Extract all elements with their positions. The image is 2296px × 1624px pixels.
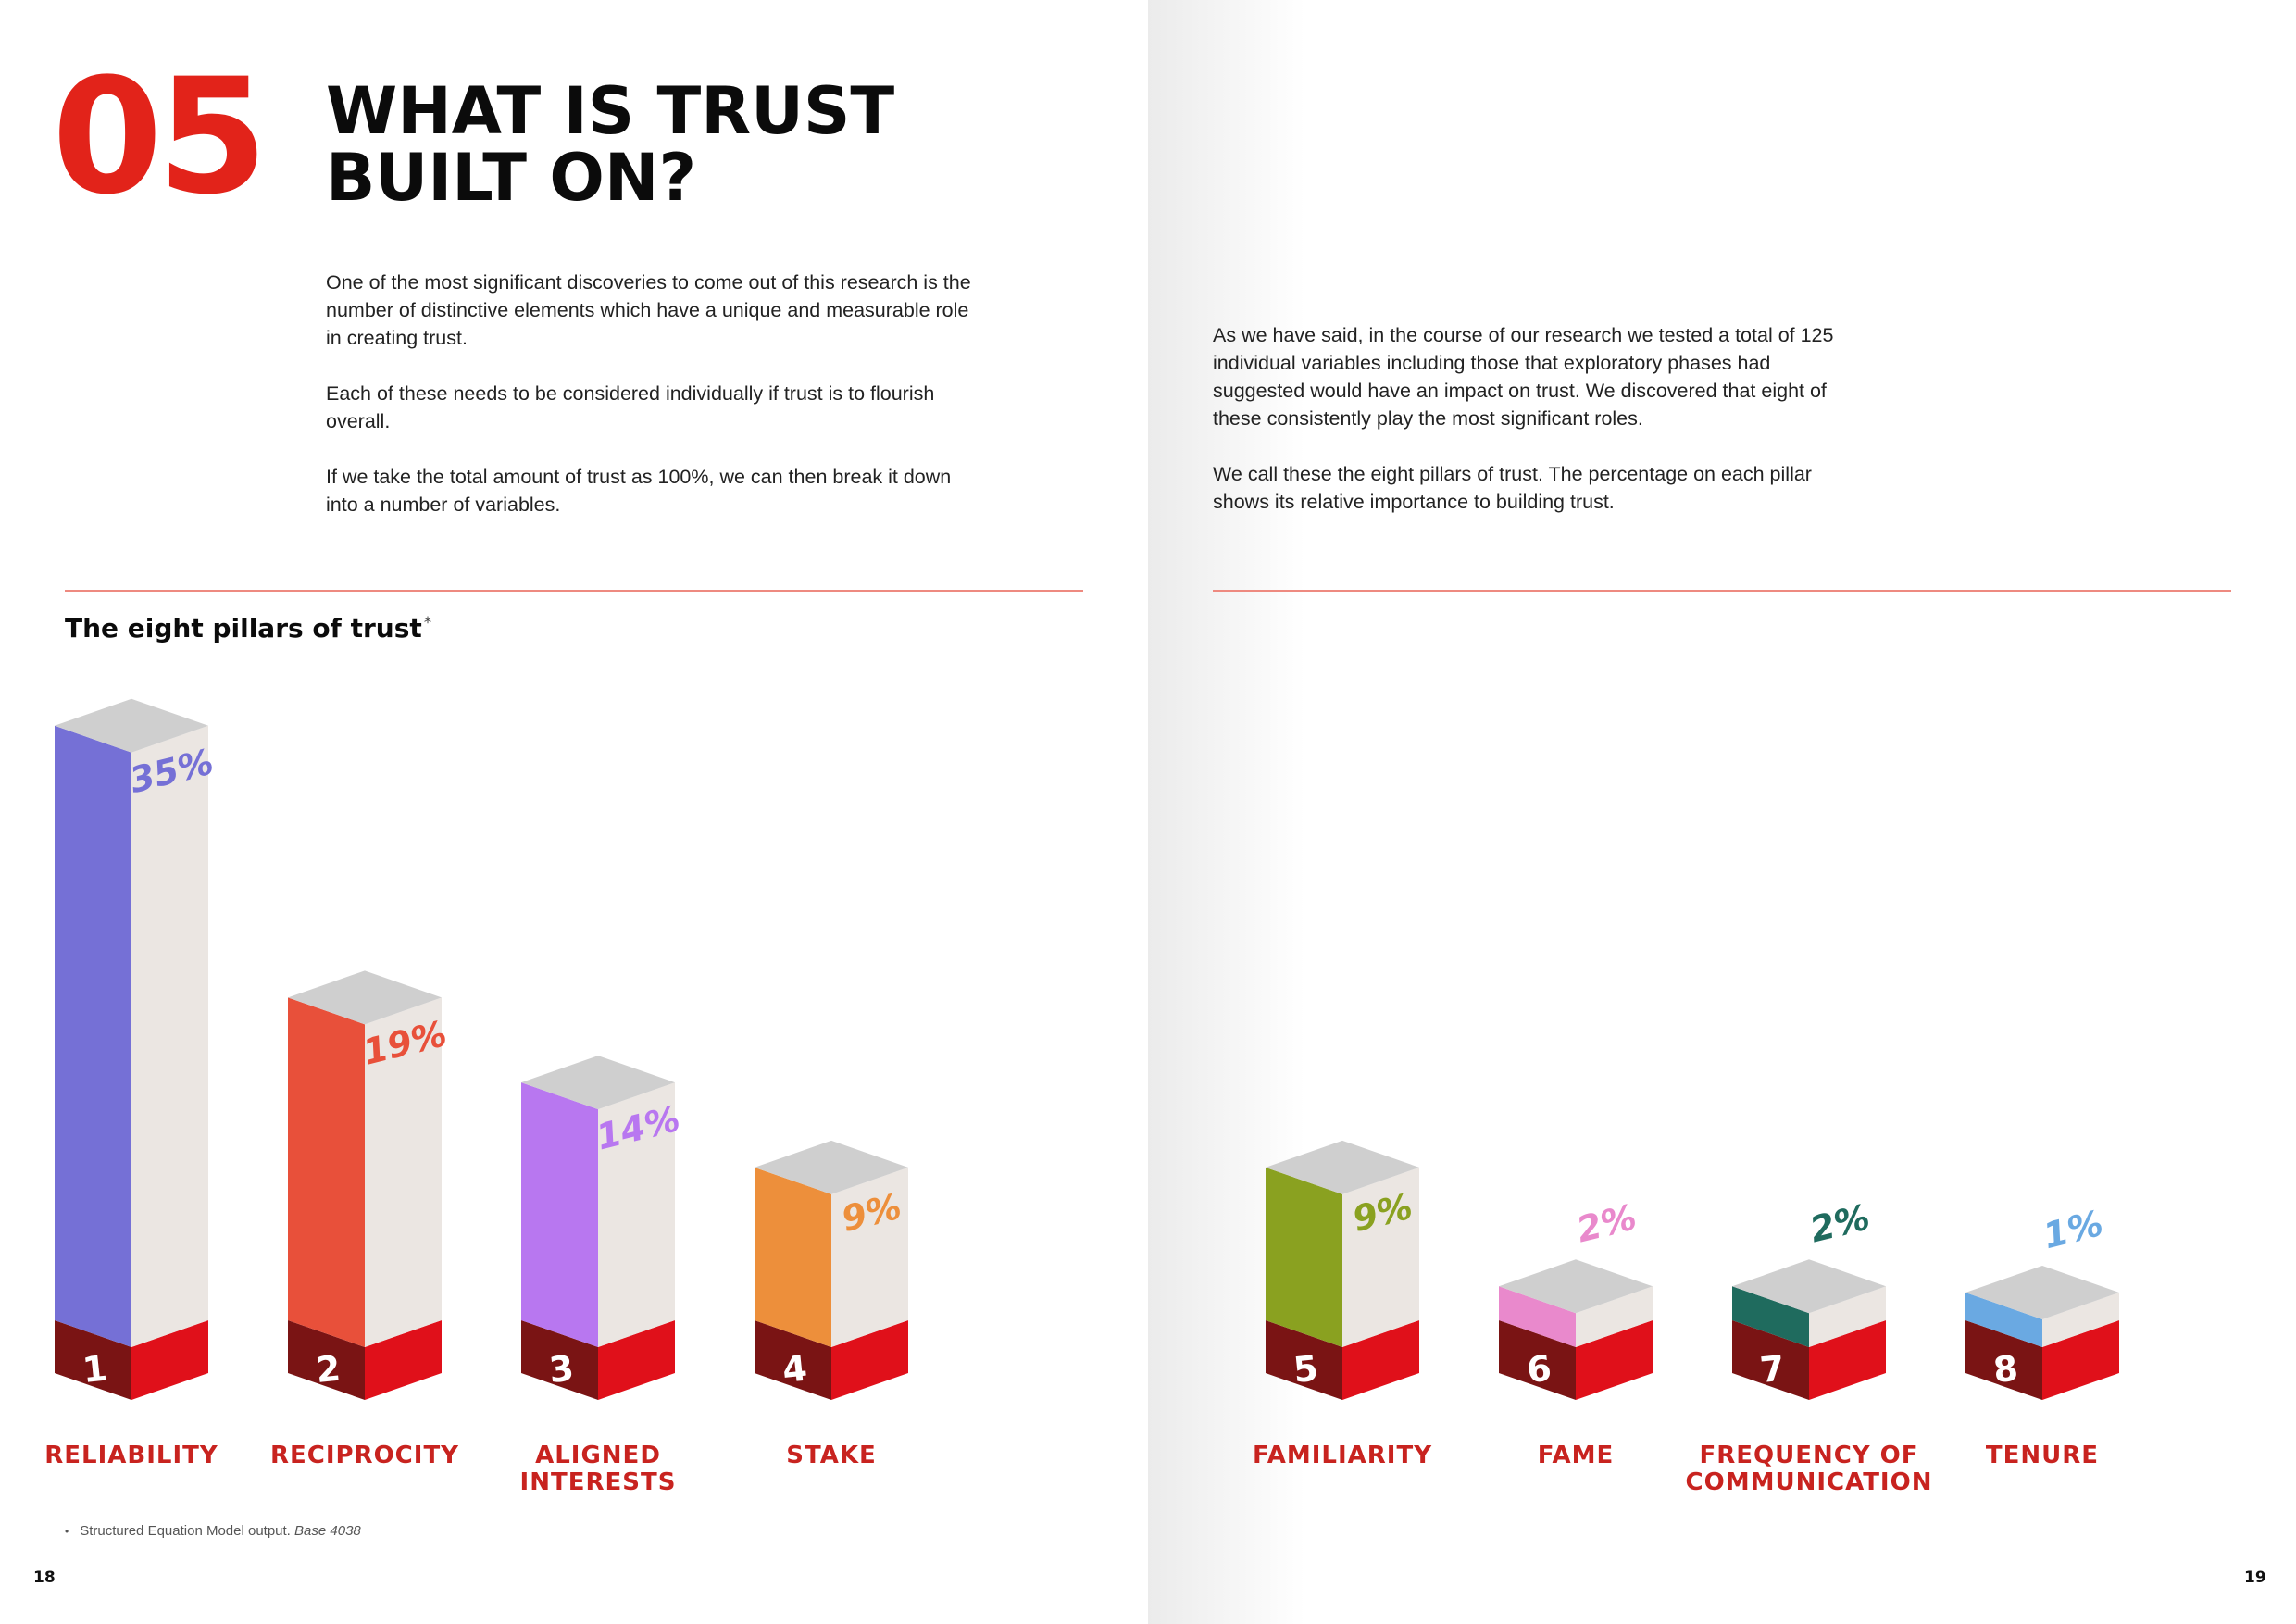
title-line-1: WHAT IS TRUST — [326, 73, 895, 149]
page-number-left: 18 — [33, 1568, 56, 1587]
right-paragraph-2: We call these the eight pillars of trust… — [1213, 463, 1812, 513]
intro-text-left: One of the most significant discoveries … — [326, 269, 974, 546]
pillar-aligned-interests-top — [521, 1056, 675, 1110]
pillar-rank-5: 5 — [1292, 1348, 1320, 1392]
pillar-base-front-5 — [1266, 1320, 1342, 1400]
intro-paragraph-2: Each of these needs to be considered ind… — [326, 382, 935, 432]
pillar-familiarity-top — [1266, 1140, 1419, 1194]
pillar-tenure-side — [2042, 1293, 2119, 1347]
pillar-base-side-1 — [131, 1320, 208, 1400]
pillar-fame-side — [1576, 1286, 1653, 1347]
pillar-reliability-top — [55, 698, 208, 753]
footnote: • Structured Equation Model output. Base … — [65, 1523, 361, 1539]
pillar-rank-2: 2 — [314, 1348, 343, 1392]
pillar-category-label-fame: FAME — [1538, 1442, 1615, 1469]
pillar-base-front-1 — [55, 1320, 131, 1400]
chart-title: The eight pillars of trust * — [65, 613, 431, 643]
pillar-base-side-6 — [1576, 1320, 1653, 1400]
right-paragraph-1: As we have said, in the course of our re… — [1213, 324, 1834, 430]
pillar-base-front-3 — [521, 1320, 598, 1400]
pillar-frequency-of-communication-front — [1732, 1286, 1809, 1347]
section-number: 05 — [52, 44, 268, 230]
pillar-rank-4: 4 — [780, 1348, 809, 1392]
pillar-base-side-7 — [1809, 1320, 1886, 1400]
pillar-rank-1: 1 — [81, 1348, 109, 1392]
pillar-base-side-8 — [2042, 1320, 2119, 1400]
pillar-category-label-frequency-of-communication-1: FREQUENCY OF — [1699, 1442, 1918, 1469]
intro-paragraph-3: If we take the total amount of trust as … — [326, 466, 952, 516]
pillar-aligned-interests-front — [521, 1082, 598, 1347]
pillar-category-label-reliability: RELIABILITY — [44, 1442, 218, 1469]
pillar-stake-side — [831, 1167, 908, 1347]
pillar-base-front-7 — [1732, 1320, 1809, 1400]
chart-title-text: The eight pillars of trust — [65, 613, 422, 643]
intro-paragraph-1: One of the most significant discoveries … — [326, 271, 971, 349]
pillar-aligned-interests-side — [598, 1082, 675, 1347]
pillar-rank-7: 7 — [1758, 1348, 1787, 1392]
divider-left — [65, 590, 1083, 592]
pillar-frequency-of-communication-side — [1809, 1286, 1886, 1347]
pillar-value-label-tenure: 1% — [2040, 1203, 2107, 1256]
pillar-base-front-2 — [288, 1320, 365, 1400]
pillar-category-label-familiarity: FAMILIARITY — [1253, 1442, 1432, 1469]
pillar-frequency-of-communication-top — [1732, 1259, 1886, 1314]
pillar-category-label-reciprocity: RECIPROCITY — [270, 1442, 459, 1469]
pillar-rank-3: 3 — [547, 1348, 576, 1392]
pillar-base-side-3 — [598, 1320, 675, 1400]
pillar-familiarity-side — [1342, 1167, 1419, 1347]
pillar-base-side-4 — [831, 1320, 908, 1400]
pillar-category-label-stake: STAKE — [786, 1442, 876, 1469]
pillar-value-label-fame: 2% — [1573, 1196, 1641, 1250]
pillar-fame-front — [1499, 1286, 1576, 1347]
pillar-base-front-8 — [1965, 1320, 2042, 1400]
pillar-base-front-6 — [1499, 1320, 1576, 1400]
footnote-text: Structured Equation Model output. — [80, 1523, 291, 1539]
pillar-category-label-aligned-interests-2: INTERESTS — [520, 1468, 677, 1496]
pillar-category-label-frequency-of-communication-2: COMMUNICATION — [1686, 1468, 1933, 1496]
title-line-2: BUILT ON? — [326, 140, 697, 216]
pillar-category-label-aligned-interests-1: ALIGNED — [535, 1442, 661, 1469]
pillar-reliability-side — [131, 725, 208, 1347]
pillar-tenure-top — [1965, 1266, 2119, 1319]
intro-text-right: As we have said, in the course of our re… — [1213, 321, 1852, 543]
pillar-reciprocity-side — [365, 997, 442, 1347]
pillar-tenure-front — [1965, 1293, 2042, 1347]
pillar-reciprocity-top — [288, 970, 442, 1025]
divider-right — [1213, 590, 2231, 592]
pillar-base-side-5 — [1342, 1320, 1419, 1400]
pillar-rank-6: 6 — [1525, 1348, 1554, 1392]
pillar-rank-8: 8 — [1991, 1348, 2020, 1392]
pillar-base-front-4 — [755, 1320, 831, 1400]
footnote-bullet: • — [65, 1525, 69, 1538]
footnote-base: Base 4038 — [294, 1523, 361, 1539]
pillar-stake-top — [755, 1140, 908, 1194]
pillar-category-label-tenure: TENURE — [1986, 1442, 2099, 1469]
pillar-value-label-frequency-of-communication: 2% — [1806, 1196, 1874, 1250]
chart-title-asterisk: * — [423, 613, 432, 632]
pillar-reliability-front — [55, 725, 131, 1347]
page-title: WHAT IS TRUST BUILT ON? — [326, 78, 974, 211]
pillar-base-side-2 — [365, 1320, 442, 1400]
pillar-familiarity-front — [1266, 1167, 1342, 1347]
pillar-stake-front — [755, 1167, 831, 1347]
pillar-reciprocity-front — [288, 997, 365, 1347]
pillar-fame-top — [1499, 1259, 1653, 1314]
page-number-right: 19 — [2244, 1568, 2266, 1587]
